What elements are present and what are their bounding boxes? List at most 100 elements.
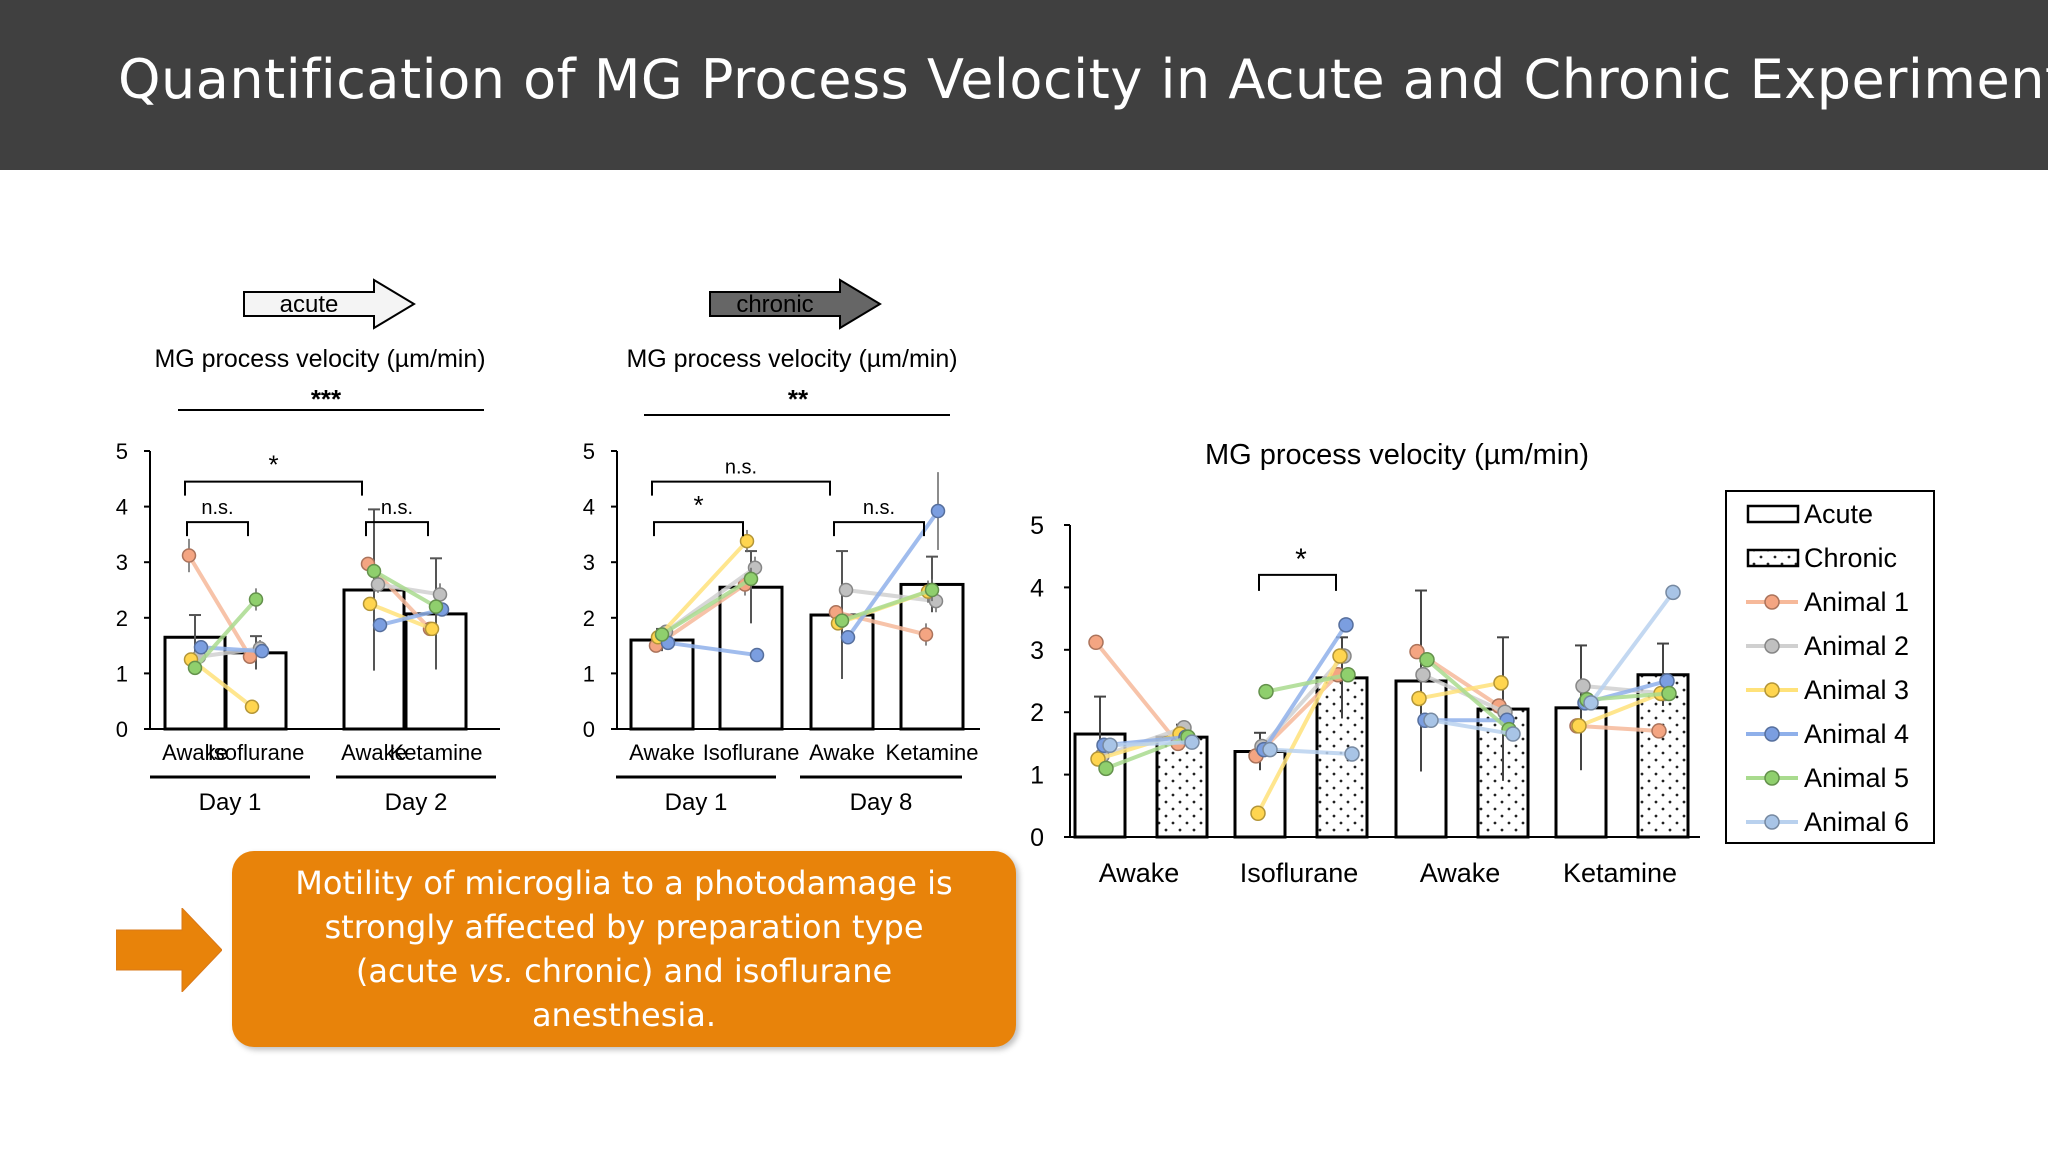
combined-y-tick-label: 4	[1030, 574, 1044, 602]
combined-animal-point	[1344, 746, 1360, 762]
acute-x-tick-label: Awake	[162, 740, 228, 765]
chronic-x-tick-label: Awake	[809, 740, 875, 765]
conclusion-callout: Motility of microglia to a photodamage i…	[232, 851, 1016, 1047]
acute-y-tick-label: 3	[116, 550, 128, 575]
acute-animal-point	[424, 621, 440, 637]
chronic-y-tick-label: 0	[583, 717, 595, 742]
acute-bracket-label: *	[268, 450, 278, 480]
chronic-overall-sig: **	[788, 384, 809, 414]
acute-y-tick-label: 2	[116, 606, 128, 631]
chronic-y-tick-label: 1	[583, 661, 595, 686]
combined-animal-point	[1415, 667, 1431, 683]
acute-animal-line	[187, 554, 252, 658]
combined-animal-line	[1578, 691, 1662, 728]
combined-animal-point	[1332, 648, 1348, 664]
acute-bracket	[186, 521, 249, 537]
combined-y-tick-label: 0	[1030, 824, 1044, 852]
combined-animal-line	[1576, 723, 1660, 733]
legend-label: Animal 3	[1804, 675, 1909, 705]
acute-y-tick-label: 5	[116, 439, 128, 464]
combined-animal-point	[1338, 617, 1354, 633]
combined-animal-line	[1109, 740, 1193, 748]
combined-animal-point	[1661, 685, 1677, 702]
chronic-animal-line	[660, 577, 753, 637]
chronic-bracket-label: n.s.	[863, 497, 895, 519]
legend-label: Acute	[1804, 499, 1873, 529]
acute-bracket-label: n.s.	[381, 497, 413, 519]
chronic-animal-line	[667, 640, 758, 658]
chronic-bar	[629, 638, 695, 731]
legend-swatch-chronic	[1746, 548, 1800, 568]
acute-animal-line	[373, 569, 437, 609]
combined-animal-line	[1418, 680, 1502, 701]
combined-animal-point	[1505, 726, 1521, 742]
chronic-x-tick-label: Ketamine	[886, 740, 979, 765]
legend-swatch-marker	[1764, 726, 1780, 742]
combined-title: MG process velocity (µm/min)	[1205, 439, 1589, 471]
combined-animal-point	[1575, 678, 1591, 694]
combined-animal-point	[1262, 741, 1278, 758]
legend-swatch-marker	[1764, 770, 1780, 786]
combined-animal-line	[1589, 591, 1675, 705]
chronic-bracket	[651, 480, 831, 496]
combined-animal-point	[1411, 690, 1427, 707]
chronic-animal-point	[918, 627, 934, 642]
chronic-y-tick-label: 2	[583, 606, 595, 631]
acute-group-label: Day 2	[385, 789, 448, 816]
combined-animal-point	[1659, 673, 1675, 689]
chronic-chart: chronic MG process velocity (µm/min) ** 0 1 2…	[583, 278, 980, 816]
chronic-animal-point	[838, 582, 854, 598]
legend-label: Animal 6	[1804, 807, 1909, 837]
legend-label: Animal 5	[1804, 763, 1909, 793]
combined-bracket-label: *	[1295, 543, 1307, 576]
combined-animal-point	[1409, 643, 1425, 660]
slide-header: Quantification of MG Process Velocity in…	[0, 0, 2048, 170]
legend-swatch-acute	[1746, 504, 1800, 524]
combined-x-tick-label: Awake	[1099, 858, 1180, 888]
chronic-arrow-label: chronic	[736, 291, 813, 318]
combined-animal-line	[1582, 684, 1666, 696]
chronic-bracket-label: n.s.	[725, 457, 757, 479]
combined-animal-point	[1102, 737, 1118, 754]
chronic-bracket	[653, 521, 744, 537]
acute-animal-point	[193, 640, 209, 655]
combined-bracket	[1258, 573, 1337, 591]
conclusion-text-1: Motility of microglia to a photodamage i…	[295, 864, 953, 990]
acute-y-tick-label: 1	[116, 661, 128, 686]
legend-swatch-marker	[1764, 682, 1780, 698]
acute-bracket-label: n.s.	[201, 497, 233, 519]
combined-x-tick-label: Isoflurane	[1240, 858, 1359, 888]
acute-arrow-icon	[243, 278, 416, 330]
chronic-animal-point	[930, 503, 946, 519]
combined-chart: MG process velocity (µm/min) 0 1 2 3 4 5 Awake I…	[1030, 439, 1935, 888]
acute-animal-line	[193, 598, 258, 670]
acute-animal-point	[372, 617, 388, 633]
combined-animal-line	[1256, 655, 1342, 815]
legend-swatch-marker	[1764, 594, 1780, 610]
combined-animal-point	[1665, 584, 1681, 601]
combined-y-tick-label: 1	[1030, 762, 1044, 790]
chronic-y-tick-label: 3	[583, 550, 595, 575]
acute-animal-point	[187, 660, 203, 676]
acute-animal-point	[366, 563, 382, 579]
chronic-animal-line	[841, 588, 933, 623]
legend-label: Chronic	[1804, 543, 1897, 573]
combined-y-tick-label: 2	[1030, 699, 1044, 727]
acute-animal-point	[432, 587, 448, 602]
acute-x-tick-label: Awake	[341, 740, 407, 765]
conclusion-vs: vs.	[468, 952, 514, 990]
chronic-bar	[1155, 735, 1209, 839]
combined-animal-point	[1651, 723, 1667, 739]
combined-animal-line	[1094, 641, 1180, 745]
combined-animal-point	[1423, 712, 1439, 729]
chronic-animal-point	[840, 630, 856, 645]
chronic-animal-point	[743, 571, 759, 587]
combined-animal-line	[1586, 691, 1670, 702]
acute-animal-point	[370, 577, 386, 592]
chronic-animal-line	[845, 588, 937, 604]
acute-bracket	[365, 521, 429, 537]
legend-swatch-marker	[1764, 814, 1780, 830]
acute-animal-point	[244, 699, 260, 715]
chronic-arrow-icon	[709, 278, 882, 330]
